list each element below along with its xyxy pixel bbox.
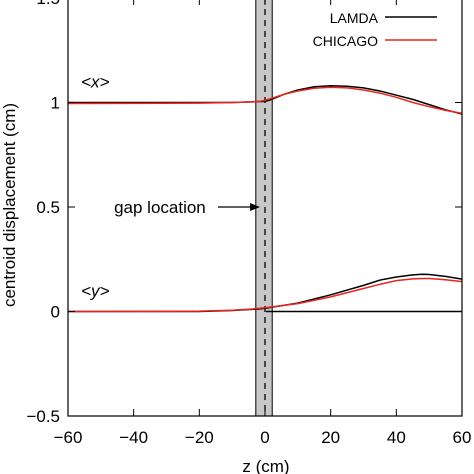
- x-tick-label: 60: [453, 428, 472, 447]
- gap-band: [255, 0, 273, 417]
- gap-arrow-head: [250, 203, 261, 211]
- legend-label: CHICAGO: [313, 33, 378, 49]
- y-tick-label: 1: [51, 94, 60, 113]
- plot-layer: −60 −40 −20 0 20 40 60 −0.5 0 0.5 1 1.5 <x> <y> gap lo…: [26, 0, 471, 447]
- y-tick-label-top: 1.5: [36, 0, 60, 8]
- series-line-1-0: [67, 86, 463, 115]
- x-tick-label: 40: [387, 428, 406, 447]
- y-tick-label: 0.5: [36, 198, 60, 217]
- x-centroid-label: <x>: [81, 73, 109, 92]
- x-axis-label: z (cm): [242, 457, 289, 474]
- x-tick-label: −40: [119, 428, 148, 447]
- gap-location-label: gap location: [114, 198, 206, 217]
- y-axis-label: centroid displacement (cm): [0, 103, 19, 307]
- x-tick-label: 20: [321, 428, 340, 447]
- legend-label: LAMDA: [330, 10, 379, 26]
- x-tick-label: −20: [185, 428, 214, 447]
- y-tick-label: −0.5: [26, 407, 60, 426]
- x-tick-label: 0: [260, 428, 269, 447]
- series-line-1-1: [67, 277, 463, 313]
- y-tick-label: 0: [51, 303, 60, 322]
- x-tick-label: −60: [54, 428, 83, 447]
- y-centroid-label: <y>: [81, 282, 109, 301]
